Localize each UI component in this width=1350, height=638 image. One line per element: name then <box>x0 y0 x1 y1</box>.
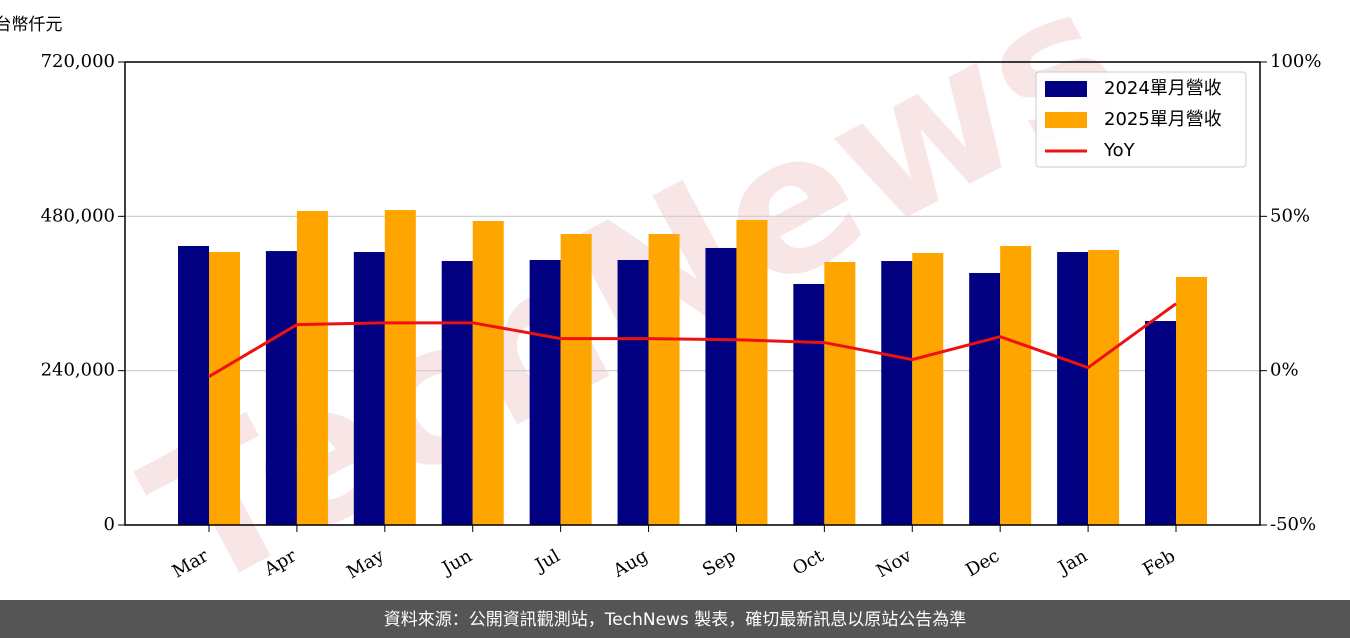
y2-tick-label: 50% <box>1270 205 1310 226</box>
line <box>208 302 1177 378</box>
legend-swatch <box>1045 81 1087 97</box>
bar <box>296 210 328 525</box>
x-tick-label: Jan <box>1053 545 1091 579</box>
bar <box>472 221 504 525</box>
y2-tick-label: 0% <box>1270 360 1299 381</box>
footer: 資料來源：公開資訊觀測站，TechNews 製表，確切最新訊息以原站公告為準 <box>384 610 966 630</box>
bar <box>560 234 592 525</box>
plot-frame <box>124 61 1261 526</box>
bar <box>1145 321 1176 525</box>
x-tick-label: Nov <box>873 545 916 582</box>
bar <box>736 219 768 525</box>
x-tick-label: Dec <box>962 545 1003 581</box>
bar <box>209 252 240 525</box>
bar <box>441 261 473 525</box>
y-tick-label: 0 <box>104 514 115 535</box>
bar <box>912 252 944 526</box>
x-tick-label: Aug <box>609 545 652 582</box>
bar <box>1000 245 1032 525</box>
bar <box>824 261 856 525</box>
x-tick-label: Sep <box>699 545 739 580</box>
y-tick-label: 480,000 <box>41 205 115 226</box>
y-tick-label: 720,000 <box>41 51 115 72</box>
y2-tick-label: -50% <box>1270 514 1316 535</box>
y-tick-label: 240,000 <box>41 360 115 381</box>
legend-box <box>1035 71 1247 168</box>
x-tick-label: Jun <box>437 545 476 580</box>
bar <box>353 252 385 525</box>
bar <box>881 261 913 525</box>
bar <box>265 251 297 525</box>
bar <box>1057 252 1089 525</box>
bar <box>178 245 209 525</box>
bar <box>648 234 680 525</box>
x-tick-label: Oct <box>789 545 828 580</box>
bar <box>617 259 649 525</box>
legend-label: YoY <box>1103 140 1136 161</box>
bar <box>793 283 825 525</box>
legend-swatch <box>1045 112 1087 128</box>
bar <box>1176 276 1207 525</box>
x-tick-label: Jul <box>530 545 564 577</box>
bar <box>705 247 737 525</box>
bar <box>1088 250 1120 525</box>
bar <box>384 210 416 526</box>
unit-label: 新台幣仟元 <box>0 15 63 35</box>
legend-label: 2024單月營收 <box>1104 78 1222 99</box>
bar <box>529 259 561 525</box>
y2-tick-label: 100% <box>1270 51 1321 72</box>
footer-bar <box>0 600 1350 638</box>
x-tick-label: Feb <box>1139 545 1179 580</box>
plot: TechNews0240,000480,000720,000-50%0%50%1… <box>41 0 1322 634</box>
bar <box>969 272 1001 525</box>
legend-label: 2025單月營收 <box>1104 109 1222 130</box>
